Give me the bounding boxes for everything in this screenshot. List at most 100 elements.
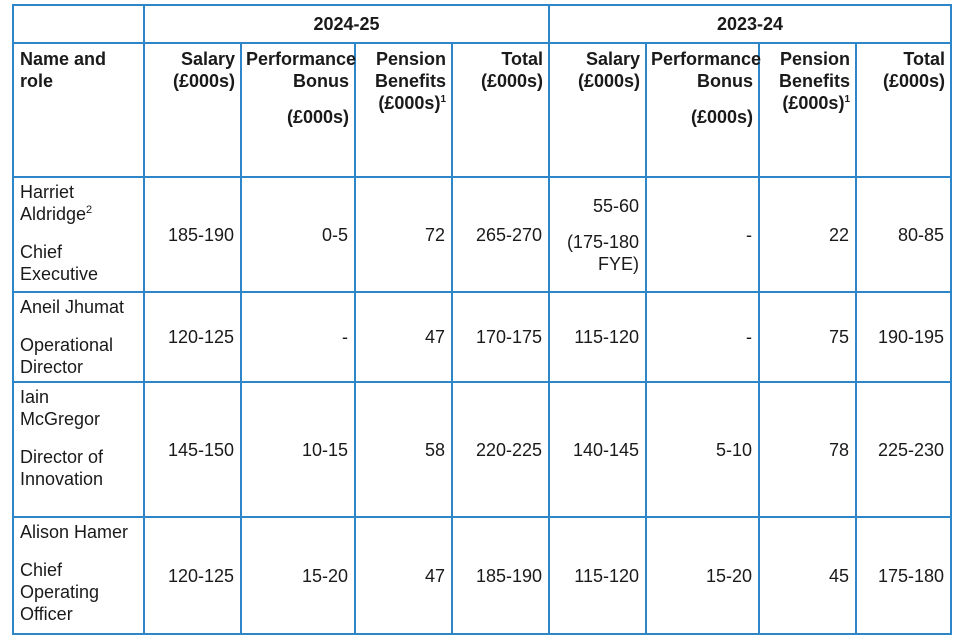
pension-2023-cell: 22	[758, 176, 857, 293]
total-2024-cell: 185-190	[451, 516, 550, 635]
name-role-header-line2: role	[20, 71, 54, 91]
pension-header-label2: Benefits	[778, 71, 850, 91]
salary-2024-cell: 185-190	[143, 176, 242, 293]
pension-header-label1: Pension	[375, 49, 446, 69]
person-role-line2: Innovation	[20, 469, 104, 489]
footnote-1-marker: 1	[440, 94, 446, 105]
pension-header-unit: (£000s)1	[764, 92, 850, 114]
total-2024-cell: 265-270	[451, 176, 550, 293]
person-role-line2: Director	[20, 357, 84, 377]
total-2023-cell: 190-195	[855, 291, 952, 383]
table-row: Iain McGregor Director of Innovation 145…	[12, 381, 952, 518]
footnote-1-marker: 1	[844, 94, 850, 105]
pension-2024-cell: 72	[354, 176, 453, 293]
bonus-2023-cell: 5-10	[645, 381, 760, 518]
salary-2023-cell: 115-120	[548, 516, 647, 635]
bonus-header-label2: Bonus	[697, 71, 753, 91]
pension-header-unit-text: (£000s)	[782, 93, 845, 113]
name-role-cell: Iain McGregor Director of Innovation	[12, 381, 145, 518]
person-role-line2: Executive	[20, 264, 99, 284]
salary-2023-fye-line2: FYE)	[597, 253, 639, 274]
pension-header-2023: Pension Benefits (£000s)1	[758, 42, 857, 178]
person-role-line1: Chief	[20, 242, 63, 262]
salary-header-unit: (£000s)	[172, 71, 235, 91]
person-role: Operational Director	[20, 334, 139, 378]
name-role-cell: Harriet Aldridge2 Chief Executive	[12, 176, 145, 293]
salary-header-unit: (£000s)	[577, 71, 640, 91]
year-header-2024-25: 2024-25	[143, 4, 550, 44]
person-name-line1: Harriet	[20, 182, 75, 202]
name-role-cell: Alison Hamer Chief Operating Officer	[12, 516, 145, 635]
salary-2024-cell: 120-125	[143, 291, 242, 383]
bonus-2024-cell: 15-20	[240, 516, 356, 635]
person-role-line1: Chief	[20, 560, 63, 580]
total-header-unit: (£000s)	[480, 71, 543, 91]
person-name: Harriet Aldridge2	[20, 181, 139, 225]
salary-2023-fye-line1: (175-180	[566, 231, 639, 252]
total-2024-cell: 220-225	[451, 381, 550, 518]
bonus-2024-cell: -	[240, 291, 356, 383]
column-header-row: Name and role Salary (£000s) Performance…	[12, 42, 952, 178]
bonus-2024-cell: 0-5	[240, 176, 356, 293]
person-role: Chief Executive	[20, 241, 139, 285]
person-name: Iain McGregor	[20, 386, 139, 430]
table-row: Aneil Jhumat Operational Director 120-12…	[12, 291, 952, 383]
salary-2023-value: 55-60	[592, 195, 639, 216]
total-header-2024: Total (£000s)	[451, 42, 550, 178]
pension-2023-cell: 45	[758, 516, 857, 635]
salary-2023-cell: 115-120	[548, 291, 647, 383]
total-2023-cell: 175-180	[855, 516, 952, 635]
person-name-line2: Aldridge	[20, 204, 87, 224]
pension-header-unit-text: (£000s)	[378, 93, 441, 113]
pension-header-unit: (£000s)1	[360, 92, 446, 114]
total-header-label: Total	[903, 49, 945, 69]
person-name-line1: Iain	[20, 387, 50, 407]
year-header-2023-24: 2023-24	[548, 4, 952, 44]
salary-2024-cell: 120-125	[143, 516, 242, 635]
bonus-header-label1: Performance	[246, 49, 357, 69]
person-role: Chief Operating Officer	[20, 559, 139, 625]
person-role-line1: Director of	[20, 447, 104, 467]
person-role-line1: Operational	[20, 335, 114, 355]
salary-2023-cell: 55-60 (175-180 FYE)	[548, 176, 647, 293]
salary-header-label: Salary	[585, 49, 640, 69]
total-2024-cell: 170-175	[451, 291, 550, 383]
pension-2024-cell: 58	[354, 381, 453, 518]
bonus-header-label2: Bonus	[293, 71, 349, 91]
bonus-header-2023: Performance Bonus (£000s)	[645, 42, 762, 178]
name-role-cell: Aneil Jhumat Operational Director	[12, 291, 145, 383]
bonus-2023-cell: 15-20	[645, 516, 760, 635]
person-role-line3: Officer	[20, 604, 73, 624]
table-row: Harriet Aldridge2 Chief Executive 185-19…	[12, 176, 952, 293]
pension-2024-cell: 47	[354, 291, 453, 383]
salary-2023-cell: 140-145	[548, 381, 647, 518]
person-role-line2: Operating	[20, 582, 100, 602]
person-name-line2: McGregor	[20, 409, 101, 429]
footnote-2-marker: 2	[86, 204, 93, 216]
bonus-header-unit: (£000s)	[690, 107, 753, 127]
blank-corner-cell	[12, 4, 145, 44]
person-name: Alison Hamer	[20, 522, 129, 542]
salary-2024-cell: 145-150	[143, 381, 242, 518]
pension-header-label2: Benefits	[374, 71, 446, 91]
pension-header-2024: Pension Benefits (£000s)1	[354, 42, 453, 178]
total-2023-cell: 80-85	[855, 176, 952, 293]
pension-2023-cell: 78	[758, 381, 857, 518]
bonus-header-2024: Performance Bonus (£000s)	[240, 42, 357, 178]
bonus-header-label1: Performance	[651, 49, 762, 69]
pension-2023-cell: 75	[758, 291, 857, 383]
total-2023-cell: 225-230	[855, 381, 952, 518]
remuneration-table: 2024-25 2023-24 Name and role Salary (£0…	[12, 4, 952, 635]
bonus-2023-cell: -	[645, 291, 760, 383]
name-role-header: Name and role	[12, 42, 145, 178]
table-row: Alison Hamer Chief Operating Officer 120…	[12, 516, 952, 635]
person-name: Aneil Jhumat	[20, 297, 125, 317]
name-role-header-line1: Name and	[20, 49, 107, 69]
total-header-unit: (£000s)	[882, 71, 945, 91]
bonus-2024-cell: 10-15	[240, 381, 356, 518]
total-header-label: Total	[501, 49, 543, 69]
total-header-2023: Total (£000s)	[855, 42, 952, 178]
salary-header-2023: Salary (£000s)	[548, 42, 647, 178]
salary-header-label: Salary	[180, 49, 235, 69]
year-header-row: 2024-25 2023-24	[12, 4, 952, 44]
